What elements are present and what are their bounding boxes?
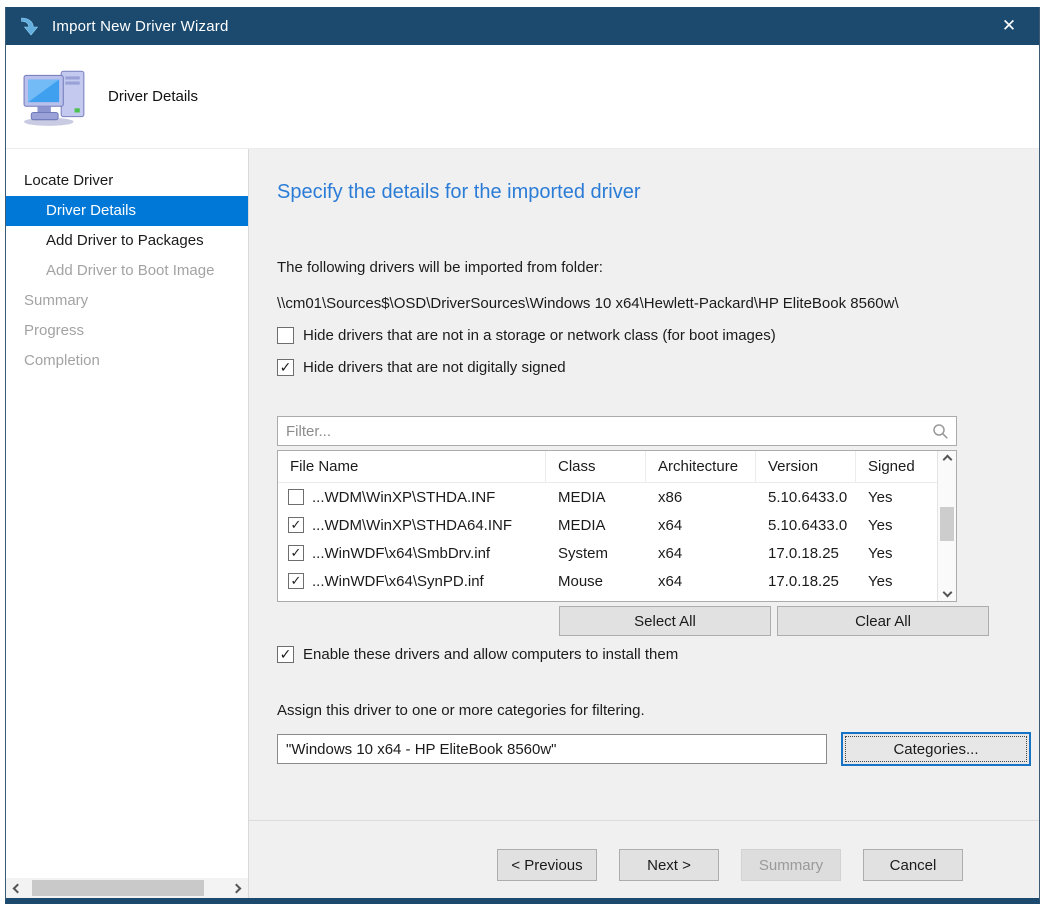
row-checkbox[interactable]: ✓ xyxy=(288,573,304,589)
row-architecture: x64 xyxy=(658,516,683,534)
column-header-file-name[interactable]: File Name xyxy=(278,451,546,482)
scroll-right-icon[interactable] xyxy=(231,883,242,893)
scroll-left-icon[interactable] xyxy=(12,883,23,893)
row-version: 5.10.6433.0 xyxy=(768,488,848,506)
table-row[interactable]: ✓ ...WinWDF\x64\SynPD.inf Mouse x64 17.0… xyxy=(278,567,937,595)
table-row[interactable]: ✓ ...WDM\WinXP\STHDA64.INF MEDIA x64 5.1… xyxy=(278,511,937,539)
row-architecture: x64 xyxy=(658,572,683,590)
scroll-up-icon[interactable] xyxy=(942,454,952,465)
scrollbar-thumb[interactable] xyxy=(940,507,954,541)
sidebar-item-driver-details[interactable]: Driver Details xyxy=(6,196,248,226)
window-title: Import New Driver Wizard xyxy=(52,17,229,35)
cancel-button[interactable]: Cancel xyxy=(863,849,963,881)
row-file-name: ...WinWDF\x64\SynPD.inf xyxy=(312,572,484,590)
close-icon[interactable]: ✕ xyxy=(1001,16,1017,36)
column-header-signed[interactable]: Signed xyxy=(868,458,915,475)
table-row[interactable]: ...WDM\WinXP\STHDA.INF MEDIA x86 5.10.64… xyxy=(278,483,937,511)
row-version: 17.0.18.25 xyxy=(768,544,839,562)
row-signed: Yes xyxy=(868,544,893,562)
wizard-header: Driver Details xyxy=(6,45,1039,149)
wizard-sidebar: Locate Driver Driver Details Add Driver … xyxy=(6,149,249,898)
wizard-content: Specify the details for the imported dri… xyxy=(249,149,1039,898)
wizard-footer: < Previous Next > Summary Cancel xyxy=(249,820,1039,898)
enable-drivers-checkbox-label: Enable these drivers and allow computers… xyxy=(303,646,679,663)
computer-icon xyxy=(23,70,85,126)
scrollbar-thumb[interactable] xyxy=(32,880,204,896)
import-folder-intro: The following drivers will be imported f… xyxy=(277,259,603,276)
sidebar-item-add-driver-to-packages[interactable]: Add Driver to Packages xyxy=(46,232,204,249)
import-arrow-icon xyxy=(21,17,39,36)
column-header-class[interactable]: Class xyxy=(546,451,646,482)
sidebar-item-progress[interactable]: Progress xyxy=(24,322,85,339)
filter-input[interactable] xyxy=(278,422,932,440)
sidebar-item-add-driver-to-boot-image[interactable]: Add Driver to Boot Image xyxy=(46,262,215,279)
row-checkbox[interactable]: ✓ xyxy=(288,517,304,533)
hide-storage-checkbox[interactable] xyxy=(277,327,294,344)
row-signed: Yes xyxy=(868,488,893,506)
import-driver-wizard-window: Import New Driver Wizard ✕ Driver Detail… xyxy=(5,7,1040,904)
content-heading: Specify the details for the imported dri… xyxy=(277,181,641,203)
clear-all-button[interactable]: Clear All xyxy=(777,606,989,636)
row-class: MEDIA xyxy=(558,516,606,534)
enable-drivers-checkbox[interactable]: ✓ xyxy=(277,646,294,663)
search-icon xyxy=(933,423,948,439)
hide-unsigned-checkbox[interactable]: ✓ xyxy=(277,359,294,376)
driver-list: File Name Class Architecture Version Sig… xyxy=(277,450,957,602)
hide-unsigned-checkbox-label: Hide drivers that are not digitally sign… xyxy=(303,359,566,376)
row-signed: Yes xyxy=(868,516,893,534)
select-all-button[interactable]: Select All xyxy=(559,606,771,636)
hide-storage-checkbox-label: Hide drivers that are not in a storage o… xyxy=(303,327,776,344)
row-class: Mouse xyxy=(558,572,604,590)
row-architecture: x64 xyxy=(658,544,683,562)
row-file-name: ...WinWDF\x64\SmbDrv.inf xyxy=(312,544,491,562)
driver-list-header: File Name Class Architecture Version Sig… xyxy=(278,451,937,483)
row-file-name: ...WDM\WinXP\STHDA64.INF xyxy=(312,516,513,534)
row-class: System xyxy=(558,544,609,562)
row-architecture: x86 xyxy=(658,488,683,506)
category-field[interactable] xyxy=(277,734,827,764)
filter-box xyxy=(277,416,957,446)
hide-storage-checkbox-row[interactable]: Hide drivers that are not in a storage o… xyxy=(277,327,776,344)
title-bar: Import New Driver Wizard ✕ xyxy=(6,7,1039,45)
driver-source-path: \\cm01\Sources$\OSD\DriverSources\Window… xyxy=(277,295,899,312)
hide-unsigned-checkbox-row[interactable]: ✓ Hide drivers that are not digitally si… xyxy=(277,359,566,376)
column-header-version[interactable]: Version xyxy=(756,451,856,482)
row-class: MEDIA xyxy=(558,488,606,506)
row-version: 5.10.6433.0 xyxy=(768,516,848,534)
sidebar-item-summary[interactable]: Summary xyxy=(24,292,89,309)
row-checkbox[interactable] xyxy=(288,489,304,505)
row-signed: Yes xyxy=(868,572,893,590)
row-checkbox[interactable]: ✓ xyxy=(288,545,304,561)
summary-button: Summary xyxy=(741,849,841,881)
table-vertical-scrollbar[interactable] xyxy=(937,451,956,601)
previous-button[interactable]: < Previous xyxy=(497,849,597,881)
next-button[interactable]: Next > xyxy=(619,849,719,881)
row-version: 17.0.18.25 xyxy=(768,572,839,590)
sidebar-horizontal-scrollbar[interactable] xyxy=(6,878,248,898)
row-file-name: ...WDM\WinXP\STHDA.INF xyxy=(312,488,496,506)
sidebar-item-completion[interactable]: Completion xyxy=(24,352,100,369)
enable-drivers-checkbox-row[interactable]: ✓ Enable these drivers and allow compute… xyxy=(277,646,678,663)
assign-categories-label: Assign this driver to one or more catego… xyxy=(277,702,645,719)
table-row[interactable]: ✓ ...WinWDF\x64\SmbDrv.inf System x64 17… xyxy=(278,539,937,567)
column-header-architecture[interactable]: Architecture xyxy=(646,451,756,482)
page-title: Driver Details xyxy=(108,88,199,105)
categories-button[interactable]: Categories... xyxy=(841,732,1031,766)
scroll-down-icon[interactable] xyxy=(942,587,952,598)
sidebar-item-locate-driver[interactable]: Locate Driver xyxy=(24,172,114,189)
